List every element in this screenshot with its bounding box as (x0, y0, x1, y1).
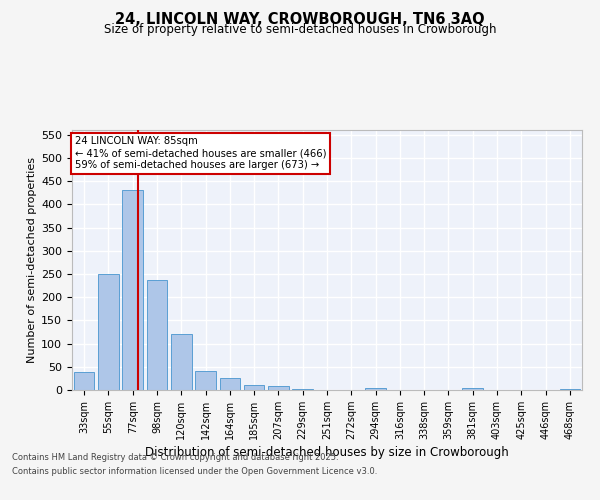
Bar (220, 378, 240, 390)
Bar (98, 274, 119, 390)
Bar (122, 190, 143, 390)
Bar (365, 388, 386, 390)
Text: Contains HM Land Registry data © Crown copyright and database right 2025.: Contains HM Land Registry data © Crown c… (12, 454, 338, 462)
Bar (244, 386, 265, 390)
Text: Contains public sector information licensed under the Open Government Licence v3: Contains public sector information licen… (12, 467, 377, 476)
Y-axis label: Number of semi-detached properties: Number of semi-detached properties (27, 157, 37, 363)
Bar (74, 372, 94, 390)
Bar (146, 280, 167, 390)
Text: 24, LINCOLN WAY, CROWBOROUGH, TN6 3AQ: 24, LINCOLN WAY, CROWBOROUGH, TN6 3AQ (115, 12, 485, 28)
Text: Size of property relative to semi-detached houses in Crowborough: Size of property relative to semi-detach… (104, 22, 496, 36)
Bar (560, 388, 580, 390)
Bar (195, 372, 216, 390)
Bar (463, 388, 483, 390)
Bar (268, 386, 289, 390)
Bar (292, 388, 313, 390)
X-axis label: Distribution of semi-detached houses by size in Crowborough: Distribution of semi-detached houses by … (145, 446, 509, 459)
Bar (171, 334, 191, 390)
Text: 24 LINCOLN WAY: 85sqm
← 41% of semi-detached houses are smaller (466)
59% of sem: 24 LINCOLN WAY: 85sqm ← 41% of semi-deta… (74, 136, 326, 170)
